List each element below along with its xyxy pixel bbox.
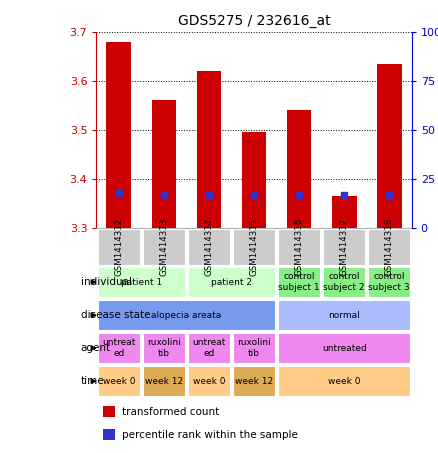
Text: percentile rank within the sample: percentile rank within the sample [122, 430, 297, 440]
Bar [278, 366, 410, 396]
Text: ruxolini
tib: ruxolini tib [147, 338, 181, 358]
Bar [278, 229, 320, 265]
Bar [278, 333, 410, 363]
Text: untreated: untreated [322, 344, 367, 352]
Bar [287, 110, 311, 228]
Text: week 12: week 12 [235, 377, 273, 386]
Point [115, 189, 122, 197]
Bar [98, 229, 140, 265]
Point [341, 191, 348, 198]
Bar [332, 196, 357, 228]
Text: disease state: disease state [81, 310, 150, 320]
Text: GSM1414313: GSM1414313 [159, 218, 169, 276]
Text: untreat
ed: untreat ed [192, 338, 226, 358]
Text: week 0: week 0 [102, 377, 135, 386]
Bar [143, 229, 185, 265]
Bar [106, 42, 131, 228]
Bar [98, 267, 185, 297]
Text: GSM1414315: GSM1414315 [250, 218, 258, 276]
Bar [143, 333, 185, 363]
Bar [188, 366, 230, 396]
Text: agent: agent [81, 343, 111, 353]
Text: week 0: week 0 [193, 377, 225, 386]
Bar [278, 300, 410, 330]
Bar [188, 229, 230, 265]
Bar [188, 333, 230, 363]
Bar [368, 229, 410, 265]
Text: control
subject 1: control subject 1 [278, 272, 320, 292]
Text: time: time [81, 376, 104, 386]
Point [251, 191, 258, 198]
Bar [233, 333, 275, 363]
Text: individual: individual [81, 277, 131, 287]
Bar [368, 267, 410, 297]
Bar [152, 101, 177, 228]
Text: normal: normal [328, 311, 360, 319]
Bar [102, 429, 115, 440]
Text: week 0: week 0 [328, 377, 360, 386]
Text: patient 1: patient 1 [121, 278, 162, 286]
Text: GSM1414314: GSM1414314 [205, 218, 213, 276]
Bar [242, 132, 266, 228]
Text: alopecia areata: alopecia areata [152, 311, 222, 319]
Text: GSM1414317: GSM1414317 [339, 218, 349, 276]
Text: ruxolini
tib: ruxolini tib [237, 338, 271, 358]
Title: GDS5275 / 232616_at: GDS5275 / 232616_at [178, 14, 330, 28]
Point [160, 191, 167, 198]
Bar [98, 300, 275, 330]
Point [296, 191, 303, 198]
Bar [233, 366, 275, 396]
Bar [323, 229, 365, 265]
Bar [143, 366, 185, 396]
Bar [98, 333, 140, 363]
Point [386, 191, 393, 198]
Text: GSM1414316: GSM1414316 [295, 218, 304, 276]
Bar [188, 267, 275, 297]
Text: control
subject 2: control subject 2 [323, 272, 365, 292]
Bar [377, 63, 402, 228]
Bar [323, 267, 365, 297]
Bar [98, 366, 140, 396]
Text: transformed count: transformed count [122, 407, 219, 417]
Bar [233, 229, 275, 265]
Bar [102, 406, 115, 417]
Text: GSM1414312: GSM1414312 [114, 218, 124, 276]
Text: patient 2: patient 2 [211, 278, 252, 286]
Text: week 12: week 12 [145, 377, 183, 386]
Bar [197, 71, 221, 228]
Bar [278, 267, 320, 297]
Text: untreat
ed: untreat ed [102, 338, 136, 358]
Text: control
subject 3: control subject 3 [368, 272, 410, 292]
Text: GSM1414318: GSM1414318 [385, 218, 394, 276]
Point [205, 191, 212, 198]
